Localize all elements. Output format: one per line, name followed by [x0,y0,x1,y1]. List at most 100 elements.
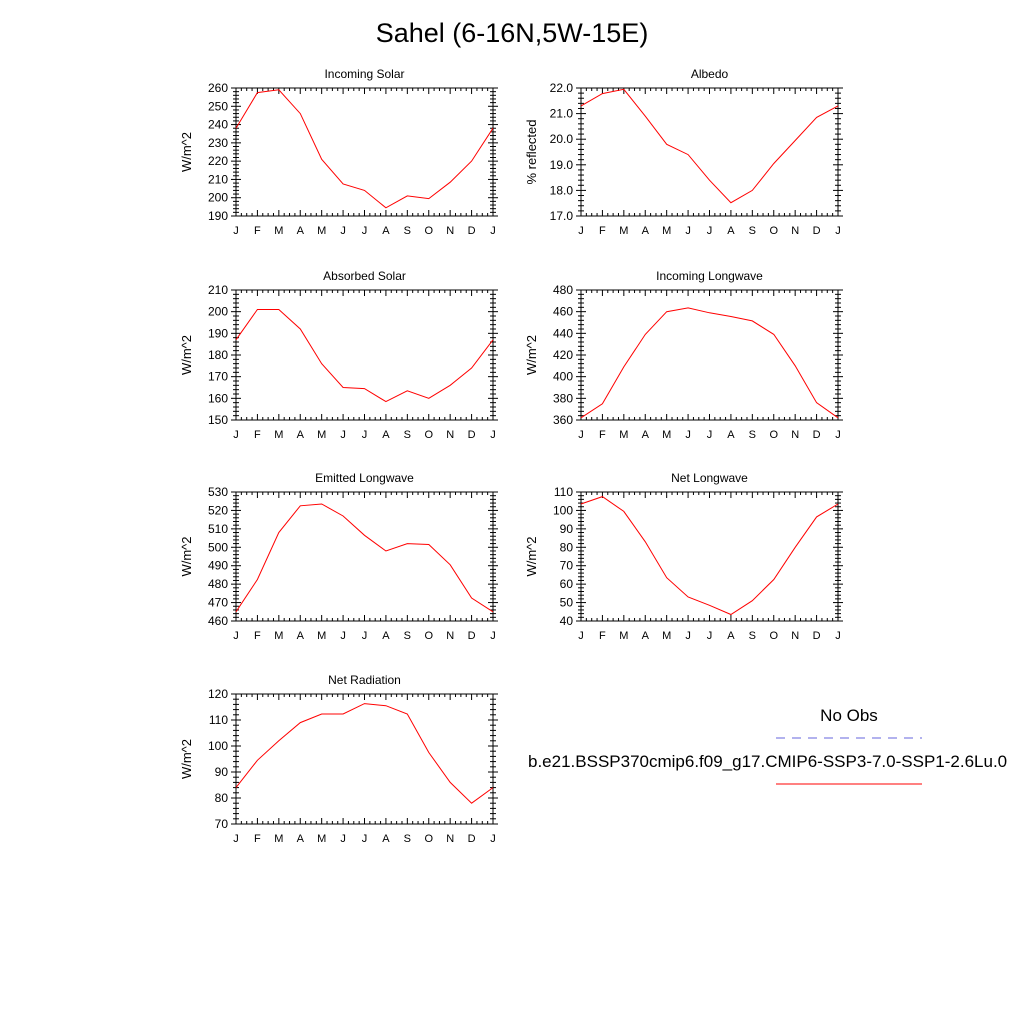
x-tick-label: M [662,225,671,237]
y-tick-label: 490 [208,559,228,573]
y-tick-label: 260 [208,81,228,95]
chart-title: Absorbed Solar [323,269,406,283]
x-tick-label: J [578,225,584,237]
x-tick-label: J [362,630,368,642]
x-tick-label: J [340,833,346,845]
y-tick-label: 50 [560,596,574,610]
x-tick-label: J [362,833,368,845]
x-tick-label: A [297,429,305,441]
y-tick-label: 360 [553,413,573,427]
series-line [235,703,494,804]
x-tick-label: M [274,429,283,441]
x-tick-label: M [274,630,283,642]
chart-title: Emitted Longwave [315,471,414,485]
x-tick-label: A [297,630,305,642]
x-tick-label: M [619,429,628,441]
y-tick-label: 190 [208,326,228,340]
x-tick-label: O [424,833,433,845]
x-tick-label: N [446,429,454,441]
x-tick-label: F [254,429,261,441]
y-tick-label: 220 [208,154,228,168]
chart-title: Net Radiation [328,673,401,687]
x-tick-label: D [813,630,821,642]
y-tick-label: 200 [208,305,228,319]
y-tick-label: 100 [208,739,228,753]
x-tick-label: J [233,833,239,845]
x-tick-label: F [254,225,261,237]
y-tick-label: 460 [553,305,573,319]
series-line [235,503,494,613]
plot-frame [580,289,839,421]
x-tick-label: J [233,225,239,237]
y-tick-label: 80 [560,540,574,554]
y-tick-label: 70 [560,559,574,573]
y-axis-label: W/m^2 [179,739,194,779]
chart-title: Incoming Solar [324,67,404,81]
x-tick-label: N [791,630,799,642]
series-line [580,307,839,419]
figure-title: Sahel (6-16N,5W-15E) [375,18,649,48]
y-tick-label: 110 [554,485,573,499]
y-tick-label: 170 [208,370,228,384]
x-tick-label: A [382,630,390,642]
y-tick-label: 230 [208,136,228,150]
y-axis-label: % reflected [524,119,539,184]
y-tick-label: 440 [553,326,573,340]
legend-obs-label: No Obs [820,706,878,725]
x-tick-label: J [490,429,496,441]
y-tick-label: 22.0 [550,81,574,95]
series-line [580,496,839,616]
y-tick-label: 460 [208,614,228,628]
plot-frame [235,87,494,217]
x-tick-label: O [769,225,778,237]
y-tick-label: 90 [560,522,574,536]
x-tick-label: O [424,429,433,441]
y-tick-label: 510 [208,522,228,536]
x-tick-label: N [446,225,454,237]
x-tick-label: J [578,630,584,642]
x-tick-label: M [274,225,283,237]
series-line [235,309,494,403]
x-tick-label: O [424,630,433,642]
x-tick-label: J [362,225,368,237]
y-tick-label: 160 [208,391,228,405]
x-tick-label: A [297,225,305,237]
y-tick-label: 20.0 [550,132,574,146]
y-tick-label: 500 [208,540,228,554]
x-tick-label: D [813,429,821,441]
y-tick-label: 470 [208,596,228,610]
x-tick-label: J [578,429,584,441]
y-tick-label: 80 [215,791,229,805]
x-tick-label: J [707,429,713,441]
x-tick-label: S [404,429,411,441]
x-tick-label: A [297,833,305,845]
x-tick-label: S [404,630,411,642]
y-tick-label: 210 [208,283,228,297]
y-tick-label: 120 [208,687,228,701]
x-tick-label: J [707,225,713,237]
x-tick-label: A [642,630,650,642]
y-tick-label: 180 [208,348,228,362]
y-tick-label: 240 [208,118,228,132]
x-tick-label: A [727,429,735,441]
x-tick-label: M [317,429,326,441]
x-tick-label: M [317,630,326,642]
y-tick-label: 60 [560,577,574,591]
x-tick-label: D [468,429,476,441]
x-tick-label: F [254,630,261,642]
x-tick-label: S [404,225,411,237]
x-tick-label: M [619,630,628,642]
y-tick-label: 40 [560,614,574,628]
x-tick-label: J [340,429,346,441]
x-tick-label: M [662,630,671,642]
y-tick-label: 190 [208,209,228,223]
x-tick-label: D [468,833,476,845]
x-tick-label: A [382,225,390,237]
y-tick-label: 380 [553,391,573,405]
